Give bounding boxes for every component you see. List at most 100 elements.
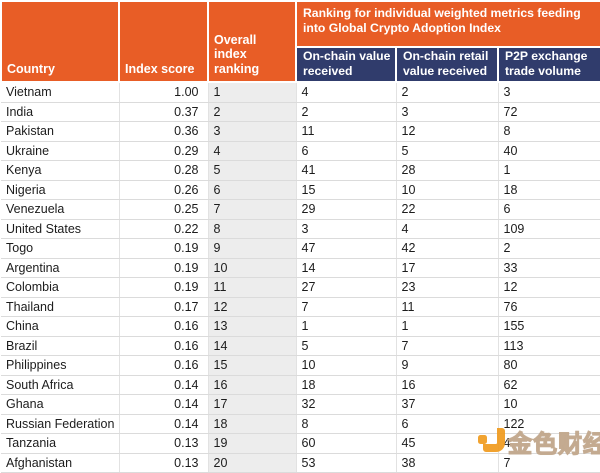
cell-p2p-exchange-trade-volume: 2: [498, 238, 600, 259]
table-row: Philippines 0.16 15 10 9 80: [1, 355, 600, 376]
cell-overall-index-ranking: 5: [208, 160, 297, 181]
table-row: Thailand 0.17 12 7 11 76: [1, 297, 600, 317]
table-header: Country Index score Overall index rankin…: [0, 0, 600, 83]
cell-p2p-exchange-trade-volume: 3: [498, 82, 600, 103]
cell-on-chain-retail-value-received: 9: [396, 355, 499, 376]
cell-index-score: 0.25: [119, 199, 209, 220]
cell-country: Russian Federation: [1, 414, 120, 434]
cell-p2p-exchange-trade-volume: 7: [498, 453, 600, 473]
cell-index-score: 0.17: [119, 297, 209, 317]
cell-overall-index-ranking: 4: [208, 141, 297, 161]
cell-on-chain-retail-value-received: 11: [396, 297, 499, 317]
cell-index-score: 0.14: [119, 394, 209, 415]
cell-p2p-exchange-trade-volume: 109: [498, 219, 600, 239]
cell-on-chain-retail-value-received: 16: [396, 375, 499, 395]
table-row: South Africa 0.14 16 18 16 62: [1, 375, 600, 395]
cell-p2p-exchange-trade-volume: 33: [498, 258, 600, 278]
table-row: Pakistan 0.36 3 11 12 8: [1, 121, 600, 142]
cell-overall-index-ranking: 9: [208, 238, 297, 259]
cell-index-score: 0.26: [119, 180, 209, 200]
cell-overall-index-ranking: 17: [208, 394, 297, 415]
cell-country: South Africa: [1, 375, 120, 395]
table-row: Ghana 0.14 17 32 37 10: [1, 394, 600, 415]
table-row: Ukraine 0.29 4 6 5 40: [1, 141, 600, 161]
cell-on-chain-retail-value-received: 42: [396, 238, 499, 259]
cell-index-score: 0.14: [119, 414, 209, 434]
cell-country: Kenya: [1, 160, 120, 181]
cell-on-chain-retail-value-received: 2: [396, 82, 499, 103]
cell-index-score: 0.28: [119, 160, 209, 181]
cell-country: Colombia: [1, 277, 120, 298]
cell-country: United States: [1, 219, 120, 239]
cell-on-chain-value-received: 2: [296, 102, 397, 122]
cell-p2p-exchange-trade-volume: 8: [498, 121, 600, 142]
cell-index-score: 0.29: [119, 141, 209, 161]
cell-overall-index-ranking: 3: [208, 121, 297, 142]
cell-on-chain-value-received: 47: [296, 238, 397, 259]
cell-on-chain-value-received: 5: [296, 336, 397, 356]
cell-country: China: [1, 316, 120, 337]
cell-country: Nigeria: [1, 180, 120, 200]
cell-p2p-exchange-trade-volume: 155: [498, 316, 600, 337]
table-row: China 0.16 13 1 1 155: [1, 316, 600, 337]
cell-country: Vietnam: [1, 82, 120, 103]
cell-on-chain-value-received: 1: [296, 316, 397, 337]
cell-overall-index-ranking: 1: [208, 82, 297, 103]
cell-overall-index-ranking: 12: [208, 297, 297, 317]
cell-country: India: [1, 102, 120, 122]
cell-on-chain-retail-value-received: 22: [396, 199, 499, 220]
cell-overall-index-ranking: 18: [208, 414, 297, 434]
cell-on-chain-retail-value-received: 28: [396, 160, 499, 181]
cell-p2p-exchange-trade-volume: 10: [498, 394, 600, 415]
cell-on-chain-retail-value-received: 37: [396, 394, 499, 415]
cell-on-chain-retail-value-received: 6: [396, 414, 499, 434]
cell-index-score: 1.00: [119, 82, 209, 103]
cell-index-score: 0.19: [119, 277, 209, 298]
cell-index-score: 0.16: [119, 336, 209, 356]
cell-p2p-exchange-trade-volume: 1: [498, 160, 600, 181]
cell-overall-index-ranking: 7: [208, 199, 297, 220]
cell-on-chain-retail-value-received: 23: [396, 277, 499, 298]
cell-on-chain-retail-value-received: 38: [396, 453, 499, 473]
cell-overall-index-ranking: 2: [208, 102, 297, 122]
column-header-overall-index-ranking: Overall index ranking: [207, 0, 297, 83]
cell-on-chain-value-received: 11: [296, 121, 397, 142]
column-header-p2p-exchange-trade-volume: P2P exchange trade volume: [496, 46, 600, 83]
cell-country: Brazil: [1, 336, 120, 356]
table-row: Colombia 0.19 11 27 23 12: [1, 277, 600, 298]
cell-on-chain-value-received: 6: [296, 141, 397, 161]
cell-overall-index-ranking: 13: [208, 316, 297, 337]
cell-on-chain-value-received: 14: [296, 258, 397, 278]
cell-overall-index-ranking: 11: [208, 277, 297, 298]
cell-country: Argentina: [1, 258, 120, 278]
cell-country: Venezuela: [1, 199, 120, 220]
cell-country: Ukraine: [1, 141, 120, 161]
cell-country: Ghana: [1, 394, 120, 415]
cell-p2p-exchange-trade-volume: 4: [498, 433, 600, 454]
cell-on-chain-retail-value-received: 10: [396, 180, 499, 200]
cell-on-chain-value-received: 3: [296, 219, 397, 239]
cell-index-score: 0.13: [119, 433, 209, 454]
cell-on-chain-retail-value-received: 45: [396, 433, 499, 454]
table-row: Venezuela 0.25 7 29 22 6: [1, 199, 600, 220]
cell-index-score: 0.19: [119, 238, 209, 259]
cell-country: Afghanistan: [1, 453, 120, 473]
cell-p2p-exchange-trade-volume: 12: [498, 277, 600, 298]
cell-overall-index-ranking: 20: [208, 453, 297, 473]
cell-on-chain-value-received: 27: [296, 277, 397, 298]
table-row: Argentina 0.19 10 14 17 33: [1, 258, 600, 278]
cell-overall-index-ranking: 16: [208, 375, 297, 395]
cell-overall-index-ranking: 14: [208, 336, 297, 356]
cell-p2p-exchange-trade-volume: 113: [498, 336, 600, 356]
column-header-country: Country: [0, 0, 120, 83]
cell-index-score: 0.14: [119, 375, 209, 395]
cell-country: Pakistan: [1, 121, 120, 142]
cell-index-score: 0.22: [119, 219, 209, 239]
cell-p2p-exchange-trade-volume: 122: [498, 414, 600, 434]
cell-on-chain-value-received: 60: [296, 433, 397, 454]
cell-overall-index-ranking: 19: [208, 433, 297, 454]
cell-country: Togo: [1, 238, 120, 259]
cell-p2p-exchange-trade-volume: 62: [498, 375, 600, 395]
cell-on-chain-value-received: 10: [296, 355, 397, 376]
